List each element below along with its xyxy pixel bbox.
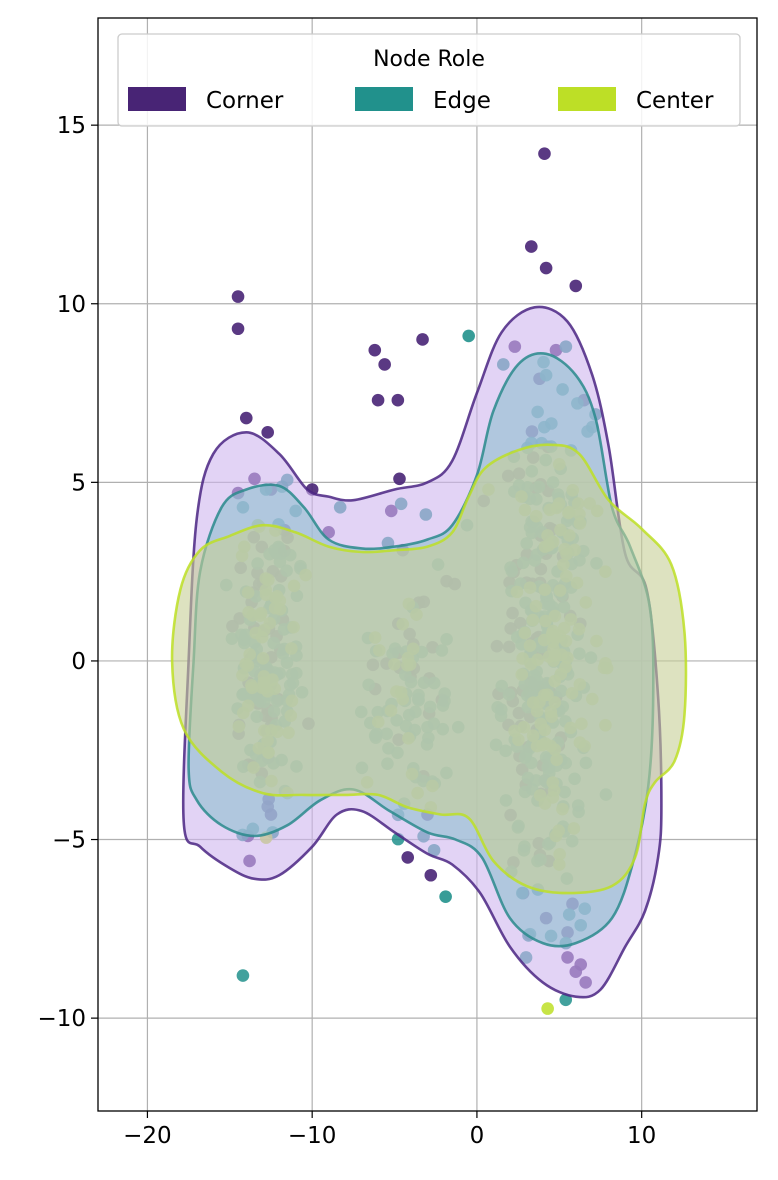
density-contour-center — [170, 443, 688, 895]
y-tick-label: 0 — [71, 649, 86, 675]
x-tick-label: −20 — [123, 1123, 172, 1149]
legend-title: Node Role — [373, 47, 485, 72]
scatter-point-corner — [261, 426, 274, 439]
plot-content — [170, 147, 688, 1015]
scatter-point-corner — [378, 358, 391, 371]
scatter-point-corner — [416, 333, 429, 346]
scatter-point-corner — [424, 868, 438, 882]
y-tick-label: 5 — [71, 470, 86, 496]
scatter-point-corner — [569, 279, 583, 293]
scatter-point-corner — [539, 261, 553, 275]
legend-label-edge: Edge — [433, 88, 491, 114]
legend-label-corner: Corner — [206, 88, 284, 114]
legend-swatch-edge — [355, 87, 413, 111]
legend-swatch-center — [558, 87, 616, 111]
x-tick-label: 0 — [470, 1123, 485, 1149]
scatter-point-corner — [401, 851, 415, 864]
scatter-point-edge — [439, 890, 452, 903]
scatter-point-corner — [538, 147, 551, 161]
scatter-point-corner — [391, 393, 405, 407]
legend: Node Role Corner Edge Center — [117, 33, 741, 127]
scatter-point-corner — [371, 393, 385, 407]
scatter-point-edge — [462, 329, 475, 343]
scatter-point-corner — [239, 411, 253, 425]
scatter-point-corner — [368, 343, 382, 357]
axes-frame — [97, 17, 758, 1112]
scatter-point-center — [541, 1002, 554, 1015]
scatter-point-corner — [524, 240, 538, 253]
y-tick-label: −10 — [37, 1006, 86, 1032]
x-tick-label: −10 — [288, 1123, 337, 1149]
legend-swatch-corner — [128, 87, 186, 111]
scatter-point-edge — [236, 969, 250, 982]
scatter-point-corner — [231, 290, 245, 303]
scatter-point-corner — [393, 472, 406, 486]
y-tick-label: −5 — [52, 828, 86, 854]
x-tick-label: 10 — [627, 1123, 656, 1149]
y-tick-label: 10 — [57, 292, 86, 318]
plot-area: −20 −10 0 10 −10 −5 0 5 10 15 — [37, 17, 758, 1149]
y-tick-label: 15 — [57, 113, 86, 139]
legend-label-center: Center — [636, 88, 714, 114]
scatter-point-corner — [231, 322, 245, 336]
